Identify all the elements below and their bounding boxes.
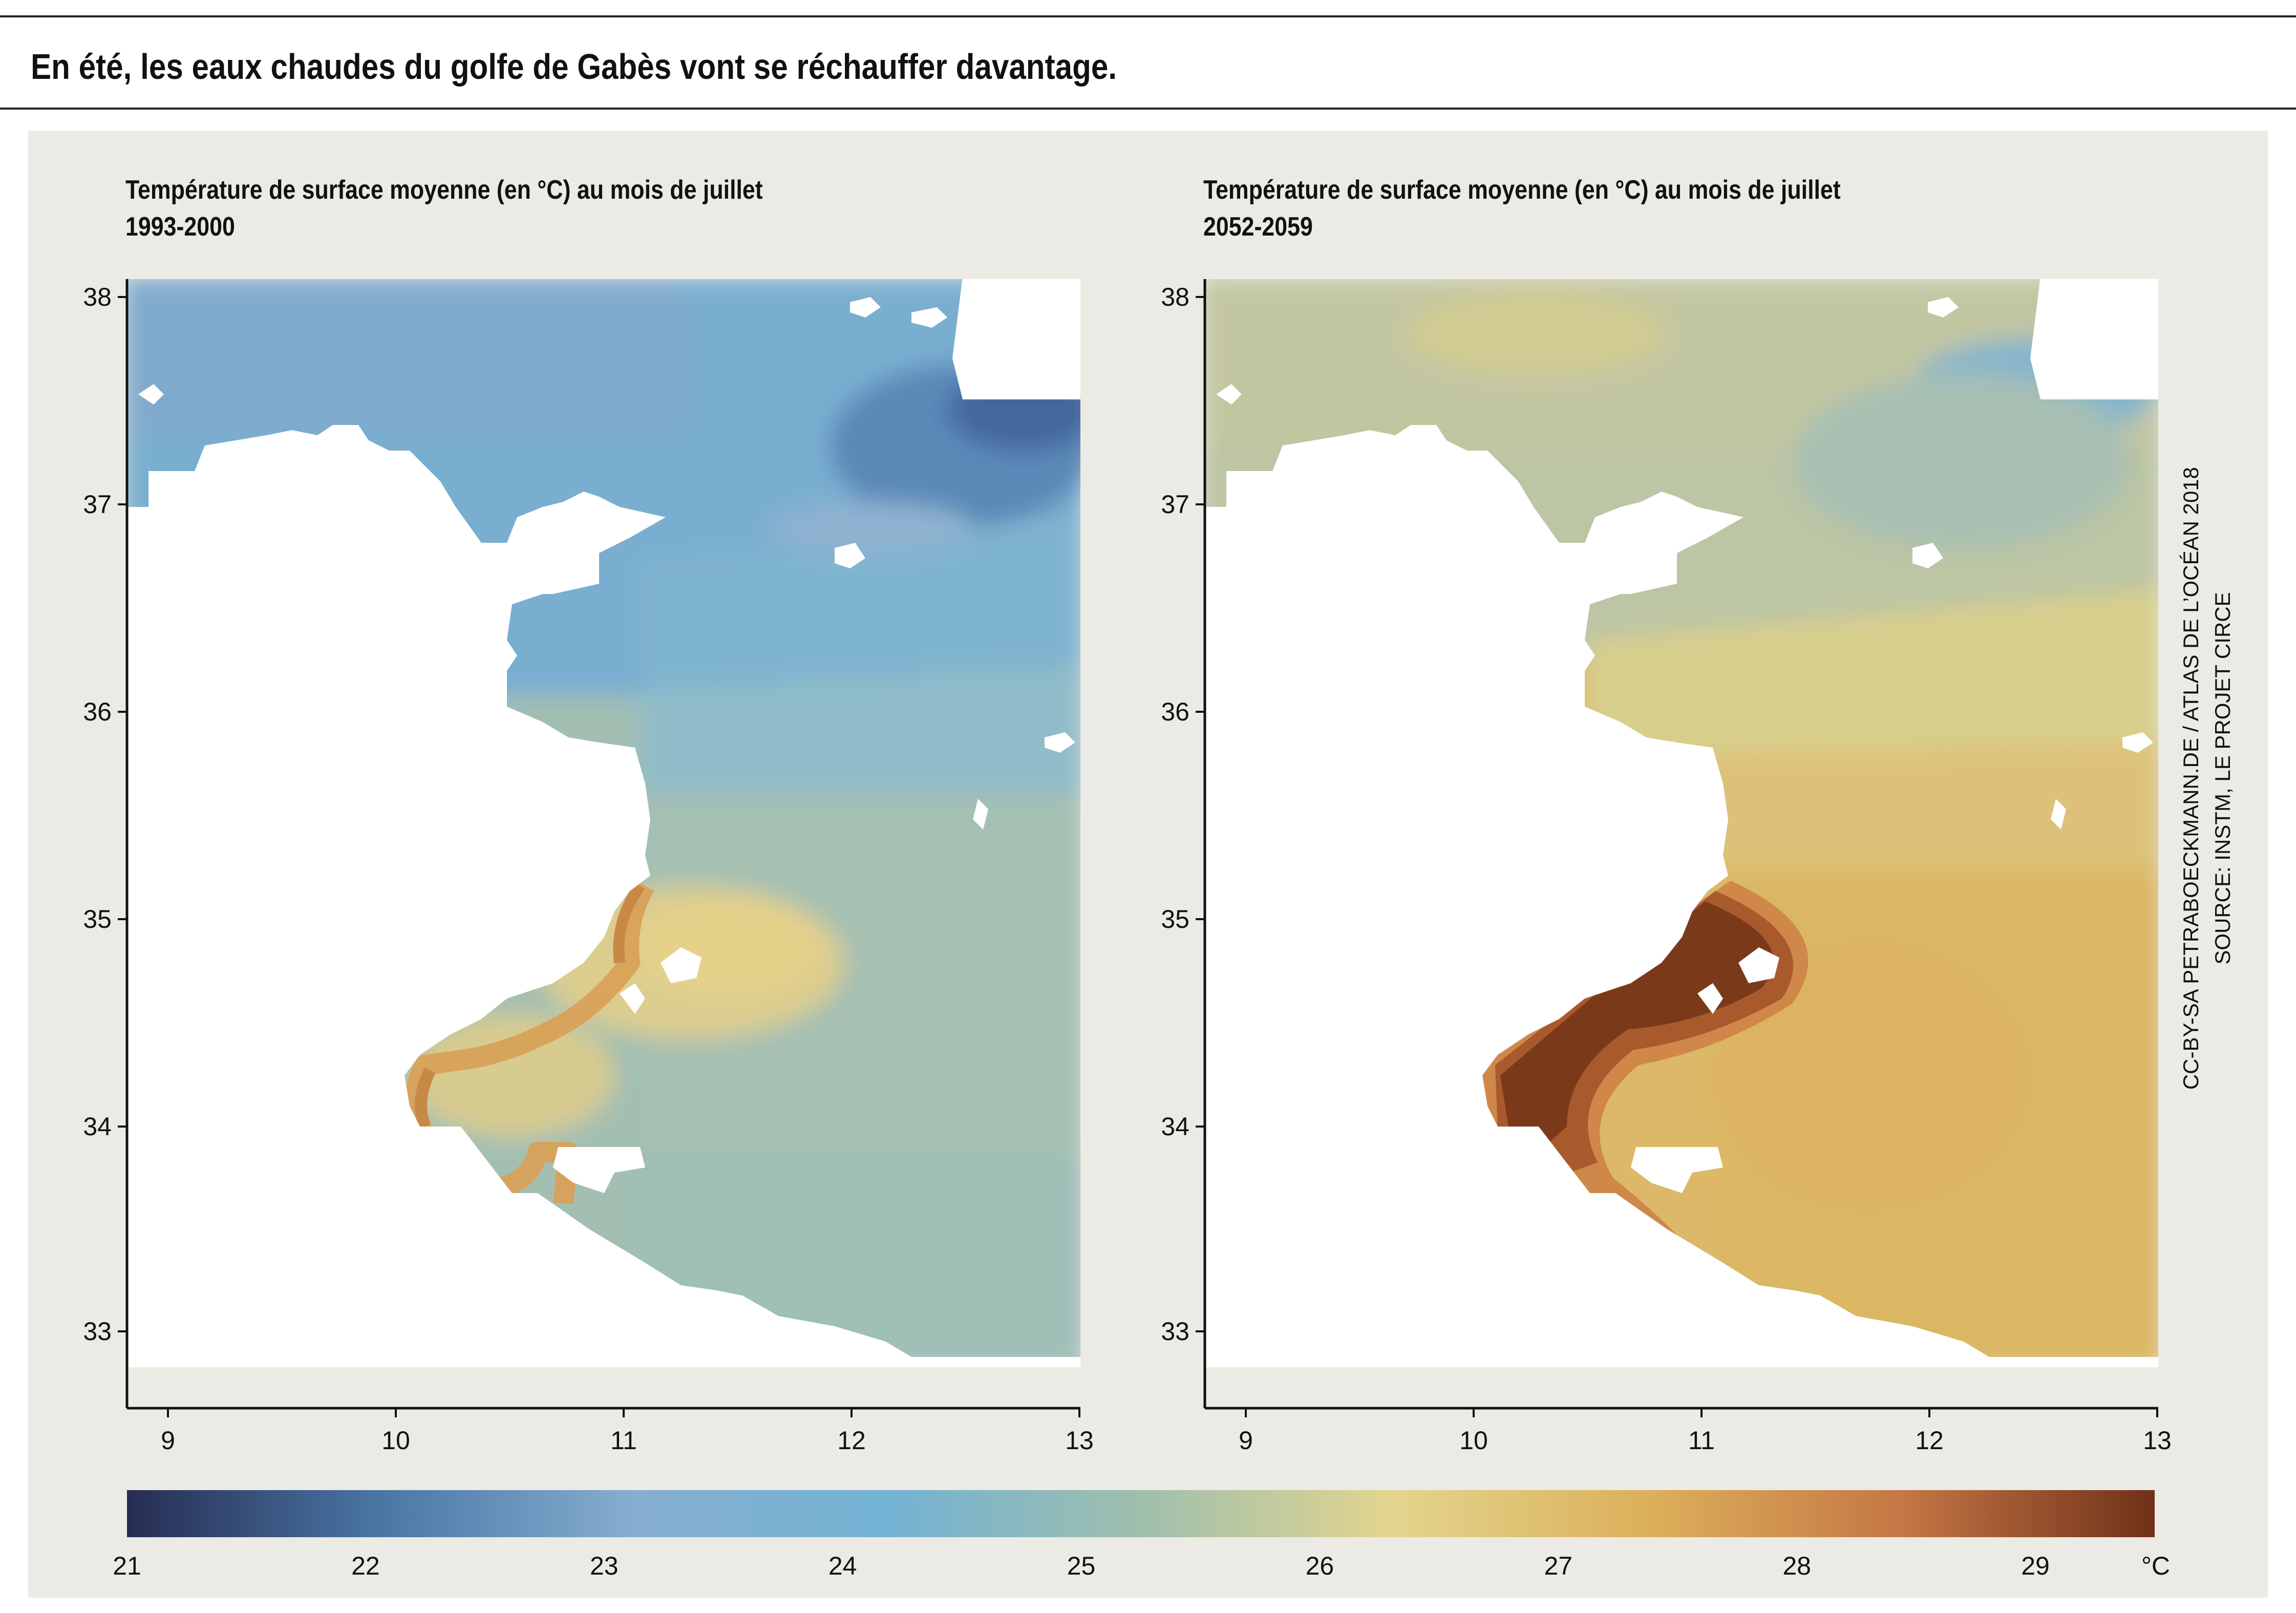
x-tick-label: 12 xyxy=(837,1426,866,1455)
map-left: 38 37 36 35 34 33 9 10 11 12 13 xyxy=(83,279,1094,1455)
legend-colorbar xyxy=(127,1490,2155,1537)
x-tick-label: 10 xyxy=(1459,1426,1488,1455)
legend-tick-label: 21 xyxy=(113,1552,141,1580)
y-tick-label: 37 xyxy=(1161,490,1189,519)
credit: CC-BY-SA PETRABOECKMANN.DE / ATLAS DE L’… xyxy=(2175,394,2239,1162)
legend-tick-label: 28 xyxy=(1782,1552,1811,1580)
map-right-title: Température de surface moyenne (en °C) a… xyxy=(1203,172,1841,245)
map-left-land xyxy=(128,425,666,1208)
headline: En été, les eaux chaudes du golfe de Gab… xyxy=(31,47,1117,87)
credit-line2: SOURCE: INSTM, LE PROJET CIRCE xyxy=(2210,592,2235,965)
y-tick-label: 38 xyxy=(1161,283,1189,311)
legend-tick-label: 27 xyxy=(1544,1552,1572,1580)
legend-tick-label: 22 xyxy=(351,1552,380,1580)
y-tick-label: 37 xyxy=(83,490,112,519)
map-right-title-period: 2052-2059 xyxy=(1203,212,1313,242)
legend-unit: °C xyxy=(2141,1552,2170,1580)
map-left-title-line1: Température de surface moyenne (en °C) a… xyxy=(125,175,763,205)
legend-tick-label: 24 xyxy=(828,1552,857,1580)
y-tick-label: 38 xyxy=(83,283,112,311)
y-tick-label: 35 xyxy=(83,905,112,933)
headline-rule xyxy=(0,108,2296,110)
y-tick-label: 35 xyxy=(1161,905,1189,933)
map-right: 38 37 36 35 34 33 9 10 11 12 13 xyxy=(1161,279,2172,1455)
x-tick-label: 13 xyxy=(1065,1426,1094,1455)
x-tick-label: 9 xyxy=(1239,1426,1253,1455)
map-right-sea xyxy=(1206,279,2158,1367)
map-left-title-period: 1993-2000 xyxy=(125,212,235,242)
top-rule xyxy=(0,15,2296,17)
y-tick-label: 34 xyxy=(83,1112,112,1141)
credit-line1: CC-BY-SA PETRABOECKMANN.DE / ATLAS DE L’… xyxy=(2179,466,2203,1090)
x-tick-label: 11 xyxy=(610,1426,637,1455)
legend-tick-label: 25 xyxy=(1067,1552,1096,1580)
legend-tick-label: 23 xyxy=(590,1552,619,1580)
map-left-sea xyxy=(128,279,1080,1367)
y-tick-label: 36 xyxy=(83,697,112,726)
legend-ticks: 21 22 23 24 25 26 27 28 29 °C xyxy=(113,1552,2170,1580)
map-right-land xyxy=(1206,425,1744,1208)
map-left-title: Température de surface moyenne (en °C) a… xyxy=(125,172,763,245)
y-tick-label: 33 xyxy=(83,1317,112,1346)
color-legend: 21 22 23 24 25 26 27 28 29 °C xyxy=(113,1490,2170,1580)
y-tick-label: 34 xyxy=(1161,1112,1189,1141)
legend-tick-label: 29 xyxy=(2021,1552,2050,1580)
map-left-ticks: 38 37 36 35 34 33 9 10 11 12 13 xyxy=(83,283,1093,1455)
x-tick-label: 9 xyxy=(161,1426,175,1455)
y-tick-label: 36 xyxy=(1161,697,1189,726)
x-tick-label: 10 xyxy=(381,1426,410,1455)
x-tick-label: 13 xyxy=(2143,1426,2172,1455)
map-right-title-line1: Température de surface moyenne (en °C) a… xyxy=(1203,175,1841,205)
x-tick-label: 12 xyxy=(1915,1426,1944,1455)
x-tick-label: 11 xyxy=(1688,1426,1715,1455)
y-tick-label: 33 xyxy=(1161,1317,1189,1346)
legend-tick-label: 26 xyxy=(1306,1552,1334,1580)
map-right-ticks: 38 37 36 35 34 33 9 10 11 12 13 xyxy=(1161,283,2171,1455)
